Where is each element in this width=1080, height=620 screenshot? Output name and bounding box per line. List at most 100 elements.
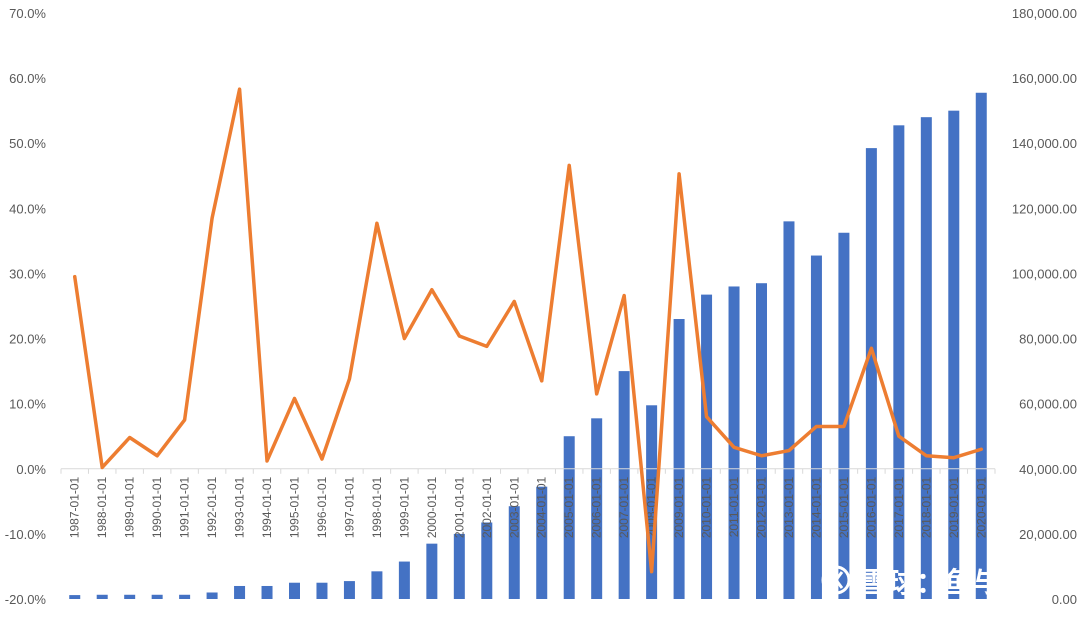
line-point-1994-01-01: [265, 459, 269, 463]
bar-1990-01-01: [151, 594, 163, 599]
bar-1994-01-01: [261, 585, 273, 599]
line-point-1992-01-01: [210, 216, 214, 220]
x-tick-label-1991-01-01: 1991-01-01: [178, 476, 192, 538]
bar-2013-01-01: [783, 221, 795, 600]
x-tick-label-2018-01-01: 2018-01-01: [919, 476, 933, 538]
line-point-2001-01-01: [457, 334, 461, 338]
line-point-2009-01-01: [677, 172, 681, 176]
line-point-1993-01-01: [238, 87, 242, 91]
left-axis-tick-label: -20.0%: [5, 592, 47, 607]
bar-2018-01-01: [920, 117, 932, 600]
left-axis-tick-label: -10.0%: [5, 527, 47, 542]
bar-1987-01-01: [69, 595, 81, 599]
line-point-2014-01-01: [814, 424, 818, 428]
x-tick-label-1987-01-01: 1987-01-01: [68, 476, 82, 538]
line-point-1987-01-01: [73, 275, 77, 279]
x-tick-label-2005-01-01: 2005-01-01: [562, 476, 576, 538]
bar-1993-01-01: [234, 585, 246, 599]
left-axis-tick-label: 70.0%: [9, 6, 46, 21]
line-point-1989-01-01: [128, 436, 132, 440]
x-tick-label-2017-01-01: 2017-01-01: [892, 476, 906, 538]
x-tick-label-2013-01-01: 2013-01-01: [782, 476, 796, 538]
right-axis-tick-label: 140,000.00: [1012, 136, 1077, 151]
line-point-2016-01-01: [869, 346, 873, 350]
bar-1998-01-01: [371, 571, 383, 599]
line-point-2002-01-01: [485, 344, 489, 348]
bar-1992-01-01: [206, 592, 218, 599]
x-tick-label-2014-01-01: 2014-01-01: [809, 476, 823, 538]
bar-2002-01-01: [481, 522, 493, 599]
line-layer: [72, 87, 984, 574]
line-point-1997-01-01: [347, 377, 351, 381]
bar-2004-01-01: [536, 486, 548, 599]
line-point-2019-01-01: [952, 456, 956, 460]
x-tick-label-2002-01-01: 2002-01-01: [480, 476, 494, 538]
bar-2006-01-01: [591, 418, 603, 599]
left-axis-tick-labels: -20.0% -10.0% 0.0% 10.0% 20.0% 30.0% 40.0% 50.0…: [5, 6, 47, 607]
line-point-2006-01-01: [595, 392, 599, 396]
bar-2019-01-01: [948, 110, 960, 600]
line-point-1998-01-01: [375, 221, 379, 225]
x-tick-label-2007-01-01: 2007-01-01: [617, 476, 631, 538]
right-axis-tick-labels: 0.00 20,000.00 40,000.00 60,000.00 80,000.00…: [1012, 6, 1077, 607]
x-tick-label-2020-01-01: 2020-01-01: [974, 476, 988, 538]
line-point-2005-01-01: [567, 163, 571, 167]
line-point-1999-01-01: [402, 337, 406, 341]
x-tick-label-1990-01-01: 1990-01-01: [150, 476, 164, 538]
bar-2016-01-01: [865, 148, 877, 600]
right-axis-tick-label: 180,000.00: [1012, 6, 1077, 21]
bar-2005-01-01: [563, 436, 575, 599]
x-tick-label-2003-01-01: 2003-01-01: [507, 476, 521, 538]
right-axis-tick-label: 0.00: [1052, 592, 1077, 607]
bar-2001-01-01: [453, 533, 465, 599]
line-point-2012-01-01: [760, 454, 763, 458]
x-tick-label-2015-01-01: 2015-01-01: [837, 476, 851, 538]
x-tick-label-1999-01-01: 1999-01-01: [397, 476, 411, 538]
line-point-2008-01-01: [650, 570, 654, 574]
line-point-2011-01-01: [732, 445, 736, 449]
bar-1991-01-01: [179, 594, 191, 599]
watermark-text: 雪球：鱼与塘: [860, 566, 1028, 599]
watermark-logo-icon: [821, 565, 851, 595]
x-tick-label-1994-01-01: 1994-01-01: [260, 476, 274, 538]
bar-1995-01-01: [289, 582, 300, 599]
line-point-1988-01-01: [100, 465, 104, 469]
x-tick-label-2000-01-01: 2000-01-01: [425, 476, 439, 538]
line-point-1991-01-01: [183, 418, 187, 422]
bar-2000-01-01: [426, 543, 438, 599]
bar-2009-01-01: [673, 319, 685, 599]
right-axis-tick-label: 80,000.00: [1019, 332, 1077, 347]
x-tick-label-2016-01-01: 2016-01-01: [864, 476, 878, 538]
bar-1999-01-01: [398, 561, 410, 599]
x-tick-label-1989-01-01: 1989-01-01: [123, 476, 137, 538]
line-point-2007-01-01: [622, 294, 626, 298]
right-axis-tick-label: 20,000.00: [1019, 527, 1077, 542]
line-point-2017-01-01: [897, 434, 901, 438]
x-tick-label-1993-01-01: 1993-01-01: [233, 476, 247, 538]
left-axis-tick-label: 0.0%: [16, 462, 46, 477]
bar-2011-01-01: [728, 286, 740, 599]
x-tick-label-2012-01-01: 2012-01-01: [755, 476, 769, 538]
line-point-2003-01-01: [512, 299, 516, 303]
x-tick-label-1996-01-01: 1996-01-01: [315, 476, 329, 538]
x-tick-label-2019-01-01: 2019-01-01: [947, 476, 961, 538]
left-axis-tick-label: 10.0%: [9, 397, 46, 412]
right-axis-tick-label: 100,000.00: [1012, 266, 1077, 281]
line-point-1995-01-01: [293, 396, 296, 400]
left-axis-tick-label: 40.0%: [9, 201, 46, 216]
right-axis-tick-label: 160,000.00: [1012, 71, 1077, 86]
bar-2015-01-01: [838, 232, 850, 599]
x-tick-label-1997-01-01: 1997-01-01: [342, 476, 356, 538]
watermark-logo-mark: [828, 571, 844, 589]
left-axis-tick-label: 60.0%: [9, 71, 46, 86]
line-point-2018-01-01: [924, 454, 928, 458]
line-point-1990-01-01: [155, 454, 159, 458]
axis-layer: [60, 468, 996, 474]
bar-2012-01-01: [756, 283, 767, 599]
bar-2003-01-01: [508, 506, 520, 599]
line-point-2004-01-01: [540, 379, 544, 383]
watermark: 雪球：鱼与塘: [821, 565, 1028, 599]
left-axis-tick-label: 30.0%: [9, 266, 46, 281]
bar-1996-01-01: [316, 582, 328, 599]
